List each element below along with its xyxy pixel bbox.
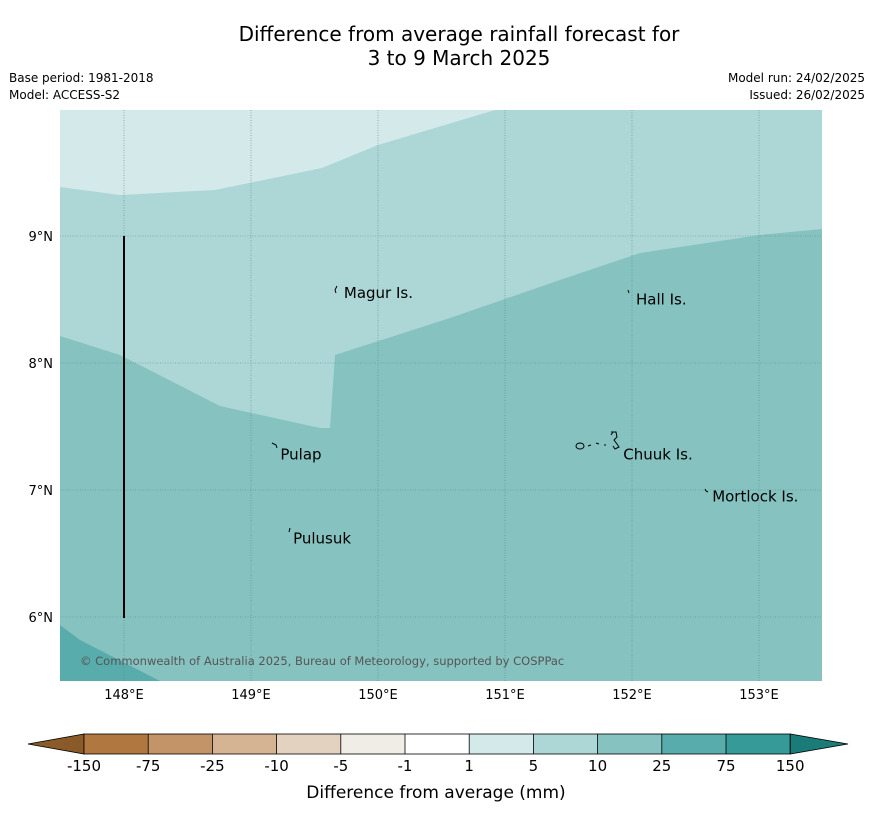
colorbar-frame <box>83 733 791 755</box>
mortlock-marker <box>704 488 709 493</box>
colorbar-tick-label: 5 <box>529 757 539 775</box>
colorbar-tick-label: -150 <box>67 757 101 775</box>
base-period: Base period: 1981-2018 <box>9 71 154 85</box>
lon-tick-label: 148°E <box>104 688 144 703</box>
magur-marker <box>334 285 338 294</box>
map-area <box>60 110 822 681</box>
lat-tick-label: 7°N <box>29 484 54 499</box>
colorbar-tick-label: -25 <box>200 757 225 775</box>
colorbar-low-arrow <box>27 733 85 755</box>
place-label: Pulap <box>280 445 321 463</box>
pulusuk-marker <box>288 527 291 533</box>
colorbar-segment <box>276 734 342 754</box>
band-light <box>60 110 495 195</box>
colorbar-segment <box>726 734 791 754</box>
pulap-marker <box>271 442 278 449</box>
place-label: Magur Is. <box>344 284 413 302</box>
colorbar-segment <box>212 734 278 754</box>
band-mid <box>60 110 822 428</box>
lon-tick-label: 151°E <box>485 688 525 703</box>
map-title: Difference from average rainfall forecas… <box>0 22 873 70</box>
colorbar-tick-label: 25 <box>652 757 671 775</box>
issued-date: Issued: 26/02/2025 <box>749 88 865 102</box>
island-markers <box>271 285 709 533</box>
place-label: Hall Is. <box>636 291 687 309</box>
lon-tick-label: 150°E <box>358 688 398 703</box>
colorbar-tick-label: -1 <box>398 757 413 775</box>
lon-tick-label: 149°E <box>231 688 271 703</box>
band-dark <box>60 625 160 681</box>
colorbar-tick-label: -5 <box>333 757 348 775</box>
place-labels: Magur Is. Hall Is. Pulap Chuuk Is. Mortlock … <box>280 284 798 547</box>
hall-marker <box>627 289 630 294</box>
lat-tick-label: 6°N <box>29 611 54 626</box>
colorbar-tick-label: -75 <box>136 757 161 775</box>
colorbar-segment <box>597 734 663 754</box>
lat-tick-label: 9°N <box>29 230 54 245</box>
colorbar: -150 -75 -25 -10 -5 -1 1 5 10 25 75 150 <box>27 733 849 775</box>
place-label: Pulusuk <box>293 529 351 547</box>
axis-ticks: 148°E 149°E 150°E 151°E 152°E 153°E 9°N 8°N 7°N 6… <box>29 230 779 703</box>
colorbar-tick-label: 10 <box>588 757 607 775</box>
colorbar-tick-label: 150 <box>776 757 805 775</box>
colorbar-segment <box>661 734 727 754</box>
place-label: Chuuk Is. <box>623 445 692 463</box>
lat-tick-label: 8°N <box>29 357 54 372</box>
colorbar-segment <box>340 734 406 754</box>
place-label: Mortlock Is. <box>712 487 798 505</box>
colorbar-tick-label: 75 <box>716 757 735 775</box>
lon-tick-label: 153°E <box>739 688 779 703</box>
colorbar-high-arrow <box>789 733 849 755</box>
colorbar-segment <box>469 734 534 754</box>
chuuk-marker <box>575 431 620 450</box>
meta-left: Base period: 1981-2018 Model: ACCESS-S2 <box>9 70 154 104</box>
colorbar-title: Difference from average (mm) <box>306 783 565 803</box>
colorbar-tick-label: -10 <box>264 757 289 775</box>
colorbar-tick-label: 1 <box>464 757 474 775</box>
colorbar-segment <box>405 734 470 754</box>
lon-tick-label: 152°E <box>612 688 652 703</box>
colorbar-segment <box>533 734 599 754</box>
title-line-1: Difference from average rainfall forecas… <box>238 22 680 46</box>
copyright-text: © Commonwealth of Australia 2025, Bureau… <box>80 654 564 668</box>
title-line-2: 3 to 9 March 2025 <box>367 46 551 70</box>
graticule <box>60 110 822 681</box>
model-name: Model: ACCESS-S2 <box>9 88 121 102</box>
colorbar-segment <box>84 734 149 754</box>
model-run: Model run: 24/02/2025 <box>727 71 865 85</box>
meta-right: Model run: 24/02/2025 Issued: 26/02/2025 <box>728 70 865 104</box>
colorbar-segment <box>148 734 213 754</box>
